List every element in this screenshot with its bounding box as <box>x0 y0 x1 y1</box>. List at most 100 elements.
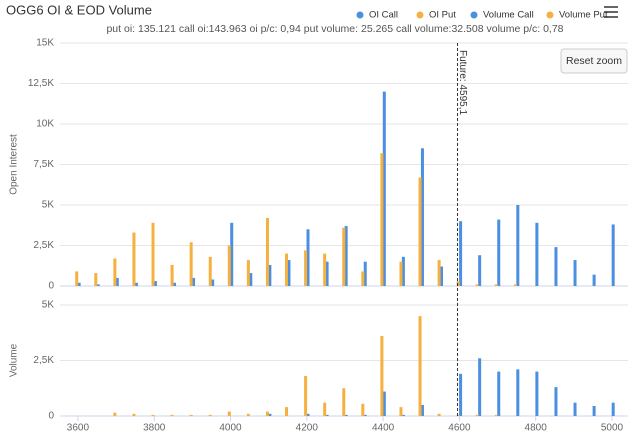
bar <box>134 282 138 286</box>
bar <box>285 407 289 416</box>
bar <box>361 271 365 286</box>
bar <box>170 264 174 286</box>
y-tick-label: 2,5K <box>33 355 54 366</box>
bar <box>268 413 272 416</box>
button-frame[interactable] <box>560 48 628 74</box>
bar <box>475 284 479 286</box>
bar <box>96 284 100 286</box>
bar <box>494 414 498 416</box>
bar <box>77 282 81 286</box>
bar <box>325 414 329 416</box>
bar <box>516 205 520 286</box>
x-tick-label: 4200 <box>296 423 319 434</box>
bar <box>399 407 403 416</box>
bar <box>554 387 558 416</box>
bar <box>230 222 234 286</box>
bar <box>287 260 291 286</box>
bar <box>304 376 308 416</box>
bar <box>573 402 577 416</box>
bar <box>246 260 250 286</box>
bar <box>361 403 365 416</box>
y-tick-label: 0 <box>48 411 54 422</box>
bar <box>380 153 384 286</box>
bar <box>420 404 424 416</box>
bar <box>342 388 346 416</box>
y-tick-label: 7,5K <box>33 159 54 170</box>
bar <box>246 413 250 416</box>
bar <box>592 406 596 416</box>
chart-title: OGG6 OI & EOD Volume <box>6 2 152 17</box>
bar <box>535 371 539 416</box>
reset-zoom-button[interactable]: Reset zoom <box>560 48 628 74</box>
bar <box>456 414 460 416</box>
x-tick-label: 4600 <box>448 423 471 434</box>
bar <box>497 219 501 286</box>
bar <box>592 274 596 286</box>
bar <box>437 413 441 416</box>
bar <box>344 414 348 416</box>
legend-label[interactable]: Volume Call <box>483 10 534 21</box>
bar <box>494 284 498 286</box>
bar <box>172 282 176 286</box>
bar <box>380 336 384 416</box>
bar <box>420 148 424 286</box>
bar <box>342 227 346 286</box>
bar <box>459 221 463 286</box>
bar <box>151 414 155 416</box>
bar <box>363 414 367 416</box>
bar <box>170 414 174 416</box>
bar <box>153 281 157 286</box>
bar <box>323 253 327 286</box>
bar <box>132 232 136 286</box>
legend-label[interactable]: OI Call <box>369 10 398 21</box>
bar <box>382 391 386 416</box>
bar <box>418 316 422 416</box>
bar <box>401 414 405 416</box>
bar <box>304 250 308 286</box>
y-tick-label: 15K <box>36 38 54 49</box>
bar <box>192 277 196 286</box>
y-axis-title: Volume <box>9 343 20 377</box>
bar <box>306 229 310 286</box>
bar <box>363 261 367 286</box>
bar <box>94 273 98 286</box>
bar <box>227 245 231 286</box>
y-tick-label: 5K <box>42 300 55 311</box>
bar <box>399 261 403 286</box>
bar <box>344 226 348 286</box>
y-tick-label: 0 <box>48 281 54 292</box>
bar <box>211 279 215 286</box>
bar <box>208 414 212 416</box>
x-tick-label: 3600 <box>67 423 90 434</box>
y-tick-label: 2,5K <box>33 240 54 251</box>
legend-marker <box>470 11 478 19</box>
bar <box>478 358 482 416</box>
bar <box>437 260 441 286</box>
bar <box>227 411 231 416</box>
bar <box>115 277 119 286</box>
bar <box>325 261 329 286</box>
button-label[interactable]: Reset zoom <box>566 55 622 67</box>
bar <box>268 264 272 286</box>
bar <box>113 258 117 286</box>
x-tick-label: 5000 <box>601 423 624 434</box>
legend-label[interactable]: Volume Put <box>559 10 608 21</box>
bar <box>265 217 269 286</box>
bar <box>306 413 310 416</box>
bar <box>478 255 482 286</box>
bar <box>497 371 501 416</box>
bar <box>208 256 212 286</box>
legend-marker <box>416 11 424 19</box>
legend-label[interactable]: OI Put <box>429 10 456 21</box>
x-tick-label: 3800 <box>143 423 166 434</box>
menu-icon[interactable] <box>604 6 618 18</box>
bar <box>516 369 520 416</box>
bar <box>151 222 155 286</box>
y-tick-label: 5K <box>42 200 55 211</box>
y-tick-label: 12,5K <box>28 78 54 89</box>
bar <box>456 281 460 286</box>
bar <box>513 284 517 286</box>
legend-marker <box>546 11 554 19</box>
x-tick-label: 4400 <box>372 423 395 434</box>
annotation-label: Future: 4595,1 <box>457 50 468 115</box>
